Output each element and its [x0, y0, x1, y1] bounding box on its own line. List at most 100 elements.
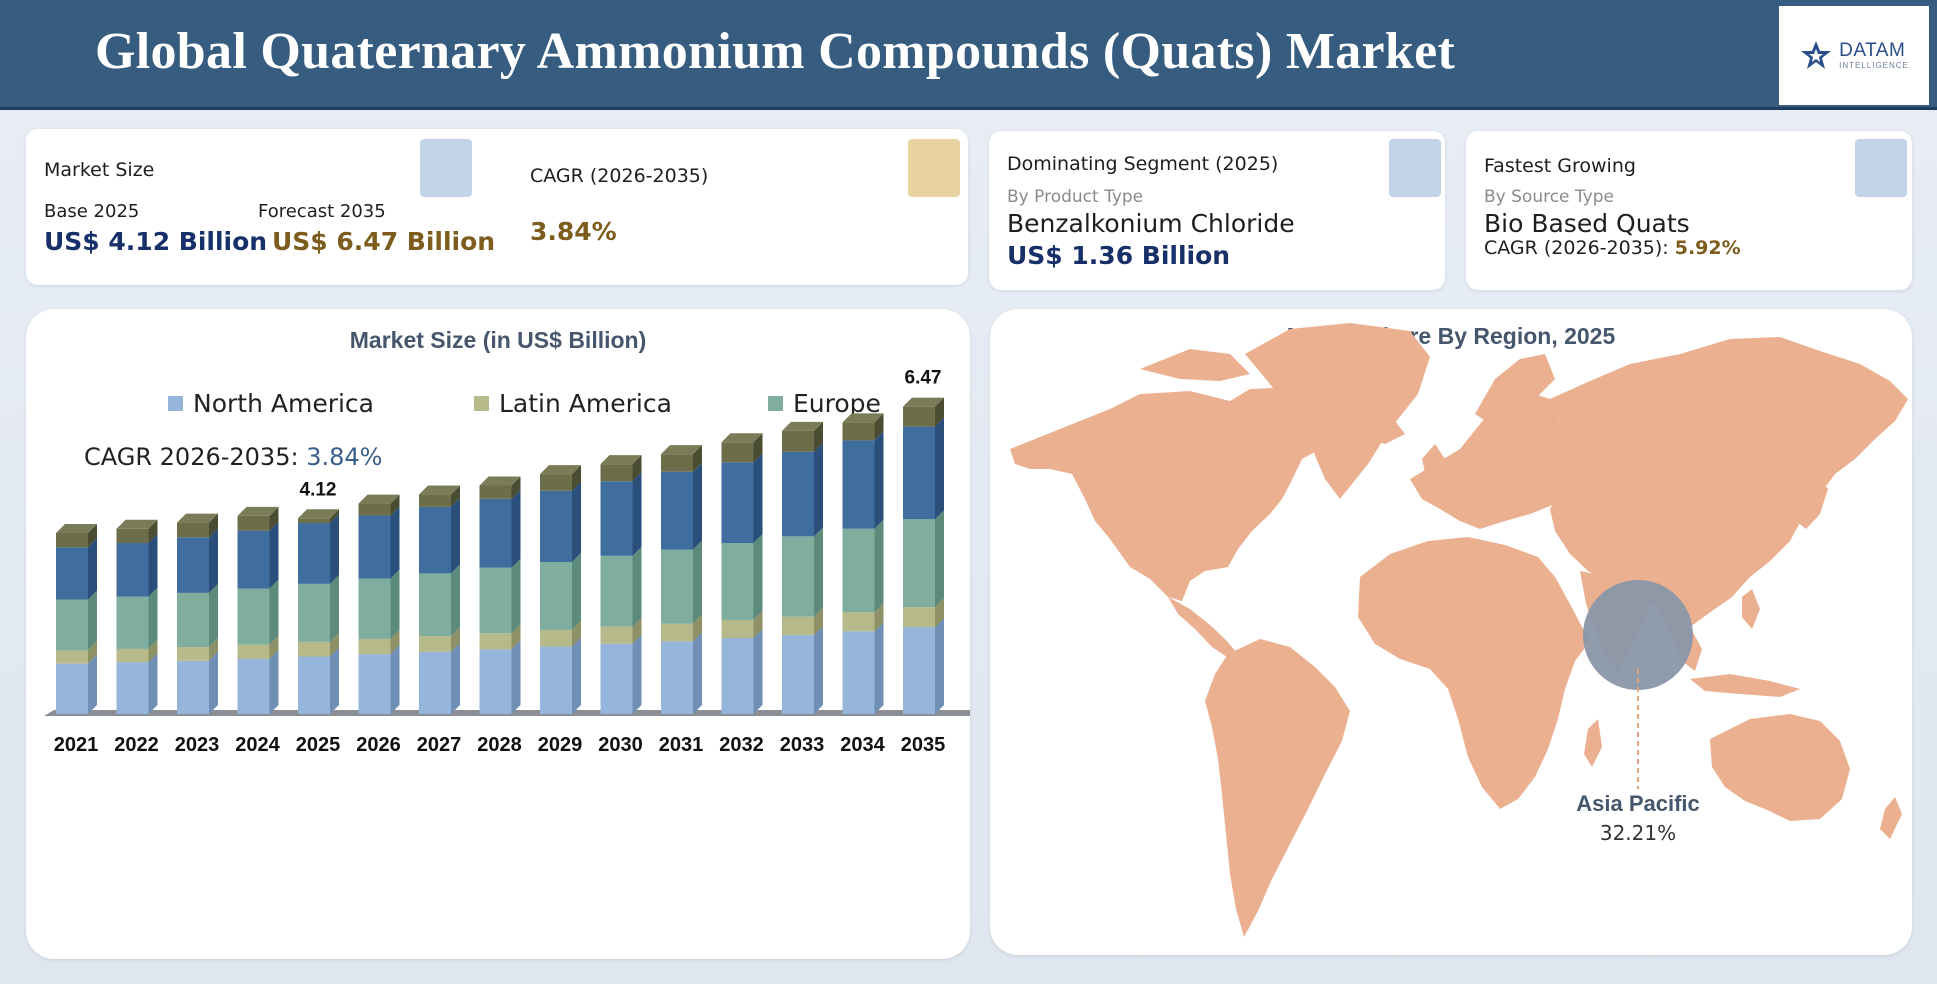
bar-2023	[177, 513, 218, 714]
forecast-value: US$ 6.47 Billion	[272, 227, 496, 256]
bar-side-2023-5	[209, 513, 218, 538]
bar-segment-latin-america-2022	[116, 648, 149, 663]
bar-segment-series-4-2021	[56, 547, 88, 600]
bar-segment-latin-america-2031	[661, 623, 693, 642]
map-region-label: Asia Pacific	[1576, 791, 1700, 816]
bar-side-2035-5	[935, 397, 944, 427]
bar-segment-north-america-2025	[298, 656, 330, 714]
bar-side-2029-2	[572, 620, 581, 647]
bar-segment-latin-america-2027	[419, 636, 451, 652]
bar-2032	[721, 433, 763, 714]
map-australia	[1710, 714, 1850, 821]
bar-side-2025-1	[330, 647, 339, 714]
bar-segment-series-5-2032	[721, 442, 754, 463]
dominating-segment-value: US$ 1.36 Billion	[1007, 241, 1231, 270]
bar-side-2031-4	[693, 462, 702, 550]
bar-side-2027-4	[451, 497, 460, 574]
bar-segment-north-america-2030	[600, 643, 633, 714]
bar-segment-series-5-2035	[903, 406, 935, 427]
bar-side-2032-5	[753, 433, 763, 463]
bar-side-2022-1	[148, 653, 158, 714]
bar-2034	[842, 413, 884, 714]
bar-side-2030-4	[632, 472, 642, 556]
bar-side-2034-4	[874, 431, 884, 529]
bar-segment-latin-america-2033	[782, 616, 814, 636]
x-tick-2029: 2029	[538, 734, 583, 756]
bar-segment-europe-2024	[237, 588, 270, 645]
page-title: Global Quaternary Ammonium Compounds (Qu…	[95, 23, 1456, 80]
bar-2029	[540, 465, 581, 714]
bar-side-2034-3	[874, 519, 884, 613]
bar-segment-latin-america-2024	[237, 644, 270, 659]
map-asia	[1535, 337, 1908, 627]
star-logo-icon	[1801, 40, 1832, 69]
map-new-zealand	[1880, 797, 1902, 839]
bar-chart-title: Market Size (in US$ Billion)	[349, 327, 647, 353]
bar-segment-series-5-2025	[298, 518, 330, 524]
bar-side-2026-2	[390, 629, 400, 655]
bar-segment-series-4-2032	[721, 462, 754, 543]
bar-side-2025-3	[330, 574, 339, 642]
bar-2030	[600, 455, 642, 714]
x-tick-2033: 2033	[780, 734, 825, 756]
market-size-title: Market Size	[44, 159, 155, 181]
bar-segment-europe-2035	[903, 519, 935, 608]
map-region-share: 32.21%	[1599, 821, 1677, 845]
bar-top-2025	[298, 509, 339, 519]
bar-segment-north-america-2029	[540, 646, 572, 714]
bar-side-2031-5	[693, 445, 702, 472]
bar-segment-latin-america-2025	[298, 641, 330, 657]
map-indonesia	[1690, 674, 1800, 697]
bar-side-2030-1	[632, 634, 642, 714]
bar-segment-series-4-2024	[237, 530, 270, 589]
bar-segment-europe-2021	[56, 599, 88, 651]
base-year-label: Base 2025	[44, 201, 140, 222]
cagr-title: CAGR (2026-2035)	[530, 165, 709, 187]
chart-cagr-note: CAGR 2026-2035: 3.84%	[84, 443, 382, 471]
bar-side-2035-4	[935, 417, 944, 520]
asia-pacific-bubble	[1583, 580, 1693, 690]
map-central-america	[1168, 597, 1238, 659]
bar-segment-series-4-2031	[661, 471, 693, 550]
x-tick-2031: 2031	[659, 734, 704, 756]
bar-segment-north-america-2034	[842, 631, 875, 714]
map-canada-islands	[1140, 349, 1250, 381]
x-tick-2028: 2028	[477, 734, 522, 756]
bar-side-2035-3	[935, 510, 944, 608]
bar-side-2026-4	[390, 506, 400, 579]
bar-side-2025-5	[330, 509, 339, 524]
bar-segment-series-4-2030	[600, 481, 633, 556]
fastest-cagr-label: CAGR (2026-2035):	[1484, 237, 1675, 259]
bar-segment-latin-america-2026	[358, 638, 391, 655]
bar-segment-series-5-2031	[661, 454, 693, 472]
fastest-growing-card: Fastest Growing By Source Type Bio Based…	[1466, 131, 1912, 290]
bar-side-2030-5	[632, 455, 642, 482]
bar-side-2029-5	[572, 465, 581, 491]
bar-side-2025-4	[330, 514, 339, 584]
bar-segment-series-4-2027	[419, 506, 451, 574]
bar-segment-europe-2026	[358, 578, 391, 639]
bar-2027	[419, 485, 460, 714]
cagr-chip	[908, 139, 960, 197]
bar-side-2029-3	[572, 553, 581, 630]
bar-segment-europe-2034	[842, 528, 875, 613]
x-tick-2024: 2024	[235, 734, 280, 756]
bar-2026	[358, 494, 400, 714]
bar-side-2029-4	[572, 481, 581, 562]
bar-2022	[116, 519, 158, 714]
bar-segment-series-5-2029	[540, 474, 572, 491]
bar-side-2024-4	[269, 521, 279, 589]
bar-segment-north-america-2026	[358, 654, 391, 714]
bar-side-2031-1	[693, 632, 702, 714]
bar-side-2022-2	[148, 639, 158, 663]
legend-swatch-europe	[768, 396, 783, 411]
bar-top-2021	[56, 524, 97, 534]
bar-side-2030-2	[632, 617, 642, 644]
legend-label-latin-america: Latin America	[499, 389, 672, 418]
bar-side-2027-1	[451, 642, 460, 714]
legend-label-europe: Europe	[793, 389, 881, 418]
bar-segment-latin-america-2021	[56, 650, 88, 664]
bar-side-2033-1	[814, 626, 823, 714]
bar-segment-europe-2029	[540, 562, 572, 630]
bar-segment-series-4-2028	[479, 498, 512, 568]
